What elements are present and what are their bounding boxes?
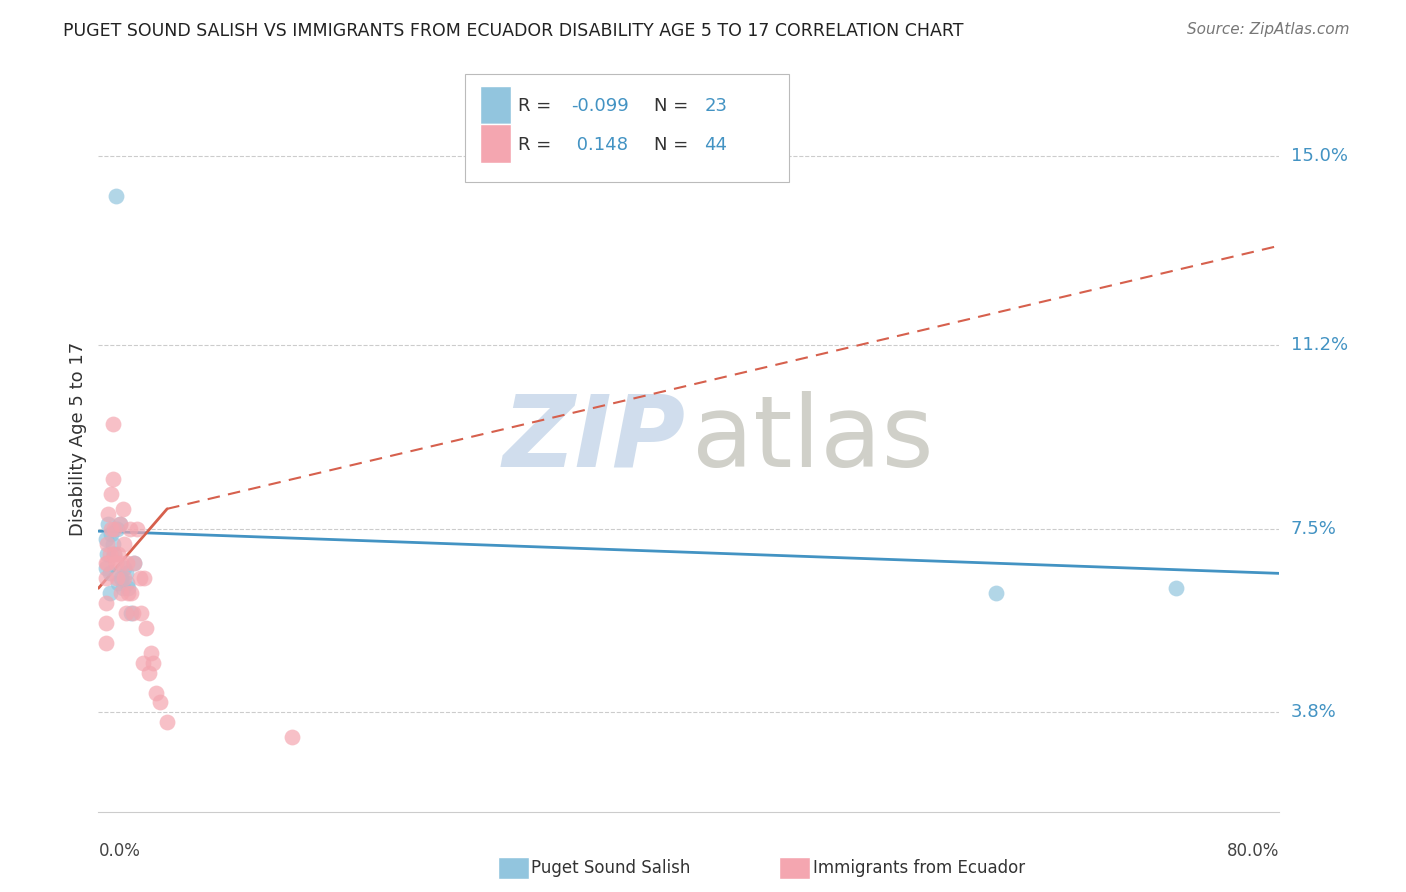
Point — [280, 730, 302, 744]
Text: 7.5%: 7.5% — [1291, 520, 1337, 538]
Text: Source: ZipAtlas.com: Source: ZipAtlas.com — [1187, 22, 1350, 37]
Point — [156, 715, 179, 730]
Point — [103, 547, 125, 561]
Point — [108, 516, 131, 531]
Point — [131, 606, 153, 620]
Point — [117, 586, 139, 600]
Point — [108, 516, 131, 531]
Text: 0.148: 0.148 — [571, 136, 628, 154]
Point — [94, 636, 117, 650]
Point — [101, 417, 124, 432]
Point — [98, 586, 121, 600]
Point — [122, 557, 145, 571]
Point — [96, 547, 118, 561]
Point — [132, 656, 155, 670]
Text: Immigrants from Ecuador: Immigrants from Ecuador — [813, 859, 1025, 877]
Point — [117, 582, 139, 596]
Point — [145, 685, 167, 699]
Point — [107, 547, 129, 561]
Point — [96, 536, 118, 550]
Point — [142, 656, 165, 670]
Text: N =: N = — [654, 136, 693, 154]
Point — [94, 571, 117, 585]
Text: 11.2%: 11.2% — [1291, 336, 1348, 354]
Point — [100, 522, 122, 536]
Text: 15.0%: 15.0% — [1291, 147, 1348, 165]
Point — [98, 566, 121, 581]
Point — [114, 606, 136, 620]
FancyBboxPatch shape — [479, 124, 510, 163]
Point — [100, 487, 122, 501]
Text: 0.0%: 0.0% — [98, 841, 141, 860]
Point — [98, 547, 121, 561]
Point — [101, 536, 124, 550]
Point — [94, 596, 117, 610]
Point — [122, 557, 145, 571]
Point — [120, 586, 142, 600]
Text: R =: R = — [517, 136, 557, 154]
Point — [112, 536, 135, 550]
Point — [115, 557, 138, 571]
Point — [118, 522, 141, 536]
Point — [103, 547, 125, 561]
Point — [138, 665, 160, 680]
Point — [125, 522, 148, 536]
Text: Puget Sound Salish: Puget Sound Salish — [531, 859, 690, 877]
Point — [103, 522, 125, 536]
Point — [97, 516, 120, 531]
Text: ZIP: ZIP — [502, 391, 685, 488]
Text: 23: 23 — [704, 97, 727, 115]
Point — [1166, 582, 1188, 596]
Text: PUGET SOUND SALISH VS IMMIGRANTS FROM ECUADOR DISABILITY AGE 5 TO 17 CORRELATION: PUGET SOUND SALISH VS IMMIGRANTS FROM EC… — [63, 22, 963, 40]
Point — [112, 571, 135, 585]
Point — [94, 615, 117, 630]
Point — [111, 501, 134, 516]
Point — [149, 696, 172, 710]
Point — [94, 561, 117, 575]
Point — [121, 606, 143, 620]
Point — [110, 571, 132, 585]
Point — [115, 576, 138, 591]
Point — [112, 561, 135, 575]
Point — [94, 557, 117, 571]
Text: 44: 44 — [704, 136, 727, 154]
Point — [104, 557, 127, 571]
Text: -0.099: -0.099 — [571, 97, 628, 115]
Text: 80.0%: 80.0% — [1227, 841, 1279, 860]
Point — [105, 571, 128, 585]
Point — [129, 571, 152, 585]
Point — [984, 586, 1007, 600]
Point — [105, 522, 128, 536]
Point — [94, 532, 117, 546]
Point — [114, 566, 136, 581]
Text: N =: N = — [654, 97, 693, 115]
Point — [134, 571, 156, 585]
Point — [97, 507, 120, 521]
Text: R =: R = — [517, 97, 557, 115]
Point — [96, 557, 118, 571]
Point — [120, 606, 142, 620]
Point — [100, 526, 122, 541]
FancyBboxPatch shape — [479, 86, 510, 124]
Point — [135, 621, 157, 635]
Point — [111, 582, 134, 596]
Point — [141, 646, 163, 660]
Point — [101, 472, 124, 486]
Text: atlas: atlas — [693, 391, 934, 488]
FancyBboxPatch shape — [464, 74, 789, 182]
Y-axis label: Disability Age 5 to 17: Disability Age 5 to 17 — [69, 343, 87, 536]
Point — [110, 586, 132, 600]
Point — [104, 189, 127, 203]
Point — [110, 557, 132, 571]
Text: 3.8%: 3.8% — [1291, 704, 1337, 722]
Point — [107, 576, 129, 591]
